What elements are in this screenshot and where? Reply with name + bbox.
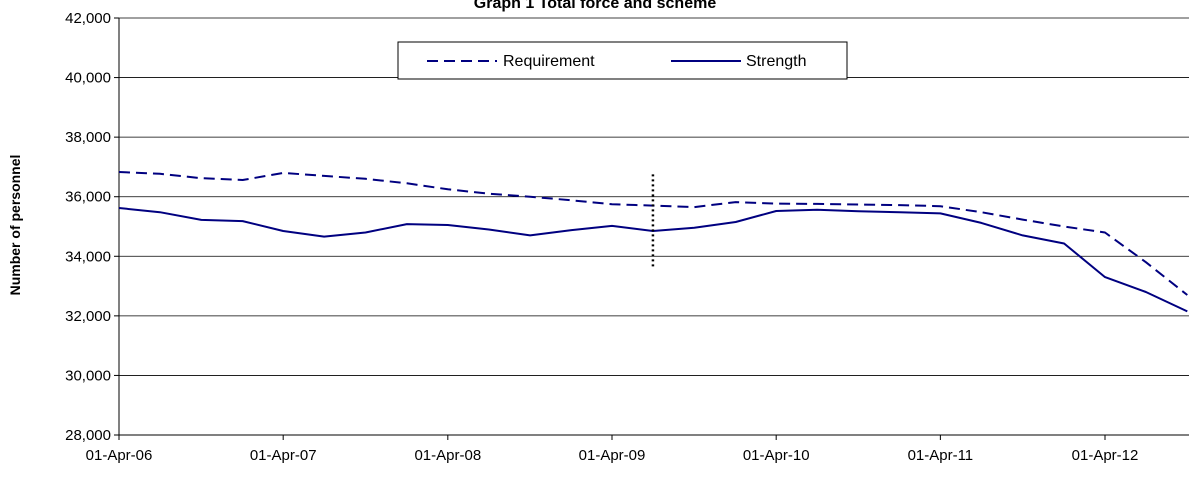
chart-title: Graph 1 Total force and scheme (474, 0, 717, 12)
y-tick-label: 28,000 (65, 427, 111, 444)
x-tick-label: 01-Apr-09 (579, 447, 646, 464)
legend-box (397, 41, 848, 80)
y-tick-label: 30,000 (65, 367, 111, 384)
legend-requirement-label: Requirement (503, 53, 595, 70)
x-tick-label: 01-Apr-08 (414, 447, 481, 464)
x-tick-label: 01-Apr-07 (250, 447, 317, 464)
x-tick-label: 01-Apr-06 (86, 447, 153, 464)
x-tick-label: 01-Apr-10 (743, 447, 810, 464)
y-tick-label: 40,000 (65, 70, 111, 87)
y-tick-label: 32,000 (65, 308, 111, 325)
legend-strength-label: Strength (746, 53, 806, 70)
legend: Requirement Strength (397, 41, 848, 80)
axes: 28,000 30,000 32,000 34,000 36,000 38,000 40,0… (65, 10, 1189, 464)
y-axis-title: Number of personnel (7, 155, 23, 296)
x-tick-label: 01-Apr-12 (1072, 447, 1139, 464)
y-tick-label: 36,000 (65, 189, 111, 206)
y-tick-label: 38,000 (65, 129, 111, 146)
y-tick-label: 42,000 (65, 10, 111, 27)
data-series (118, 171, 1188, 313)
x-tick-label: 01-Apr-11 (908, 447, 974, 464)
y-tick-label: 34,000 (65, 248, 111, 265)
